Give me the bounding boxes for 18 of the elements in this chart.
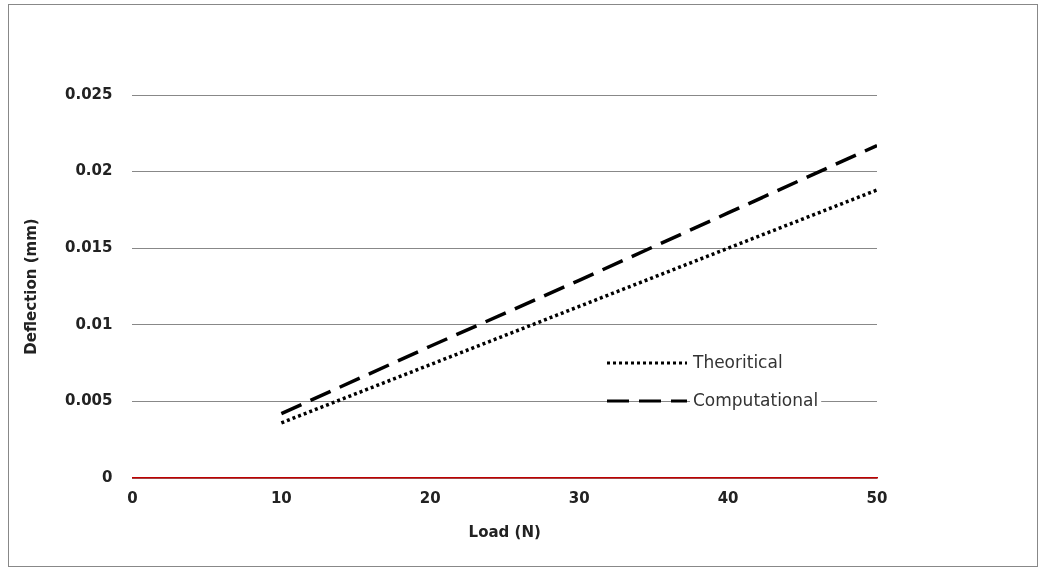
y-tick-label: 0: [102, 467, 113, 486]
x-tick-label: 20: [419, 488, 441, 507]
x-tick-label: 30: [568, 488, 590, 507]
x-tick-label: 50: [866, 488, 888, 507]
legend-label: Theoritical: [692, 351, 783, 372]
line-series: [279, 143, 877, 416]
y-axis-title: Deflection (mm): [21, 218, 40, 355]
y-tick-label: 0.005: [64, 391, 113, 410]
x-tick-label: 0: [127, 488, 138, 507]
y-tick-label: 0.02: [75, 161, 113, 180]
x-tick-label: 10: [270, 488, 292, 507]
y-tick-label: 0.01: [75, 314, 113, 333]
x-tick-label: 40: [717, 488, 739, 507]
line-series: [279, 188, 877, 425]
y-tick-label: 0.025: [64, 84, 113, 103]
x-axis-title: Load (N): [468, 522, 541, 541]
legend-label: Computational: [693, 389, 819, 410]
y-tick-label: 0.015: [64, 238, 113, 257]
